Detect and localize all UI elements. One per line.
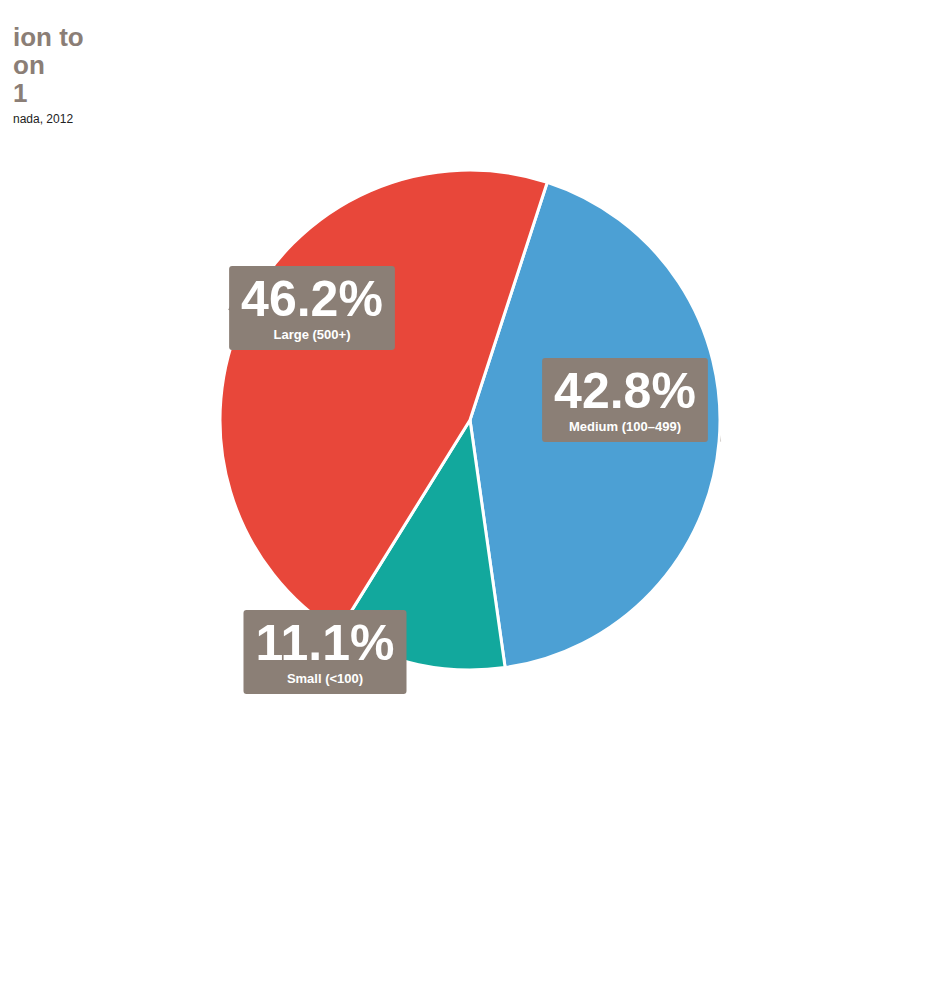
- svg-text:42.8%: 42.8%: [554, 363, 696, 419]
- svg-text:11.1%: 11.1%: [255, 615, 394, 671]
- svg-text:46.2%: 46.2%: [241, 271, 383, 327]
- svg-text:Medium (100–499): Medium (100–499): [569, 419, 681, 434]
- svg-text:ion to: ion to: [13, 22, 84, 52]
- svg-text:on: on: [13, 50, 45, 80]
- svg-text:nada, 2012: nada, 2012: [13, 112, 73, 126]
- svg-text:1: 1: [13, 78, 27, 108]
- svg-text:Small (<100): Small (<100): [287, 671, 363, 686]
- svg-text:Large (500+): Large (500+): [274, 327, 351, 342]
